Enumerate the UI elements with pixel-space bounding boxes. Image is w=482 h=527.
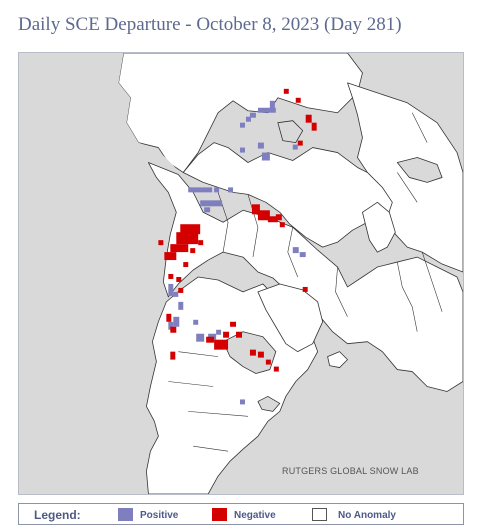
greenland-island xyxy=(257,283,324,353)
europe-land xyxy=(347,82,463,273)
legend-label-no-anomaly: No Anomaly xyxy=(338,510,396,521)
snow-departure-map xyxy=(18,52,464,495)
eurasia-land xyxy=(19,53,189,494)
north-america-land xyxy=(146,276,319,494)
scandinavia xyxy=(362,201,396,253)
mediterranean xyxy=(396,157,443,183)
legend-label-negative: Negative xyxy=(234,510,276,521)
inland-sea xyxy=(277,120,304,143)
negative-anomalies xyxy=(158,88,317,372)
credit-label: RUTGERS GLOBAL SNOW LAB xyxy=(282,466,419,476)
legend-label-positive: Positive xyxy=(140,510,179,521)
legend-swatch-no-anomaly xyxy=(312,508,327,521)
map-canvas xyxy=(19,53,463,494)
iceland xyxy=(327,351,348,368)
legend-title: Legend: xyxy=(34,508,81,522)
great-lakes xyxy=(257,396,281,412)
legend-swatch-negative xyxy=(212,508,227,521)
map-title: Daily SCE Departure - October 8, 2023 (D… xyxy=(18,14,402,35)
greenland-land xyxy=(118,53,363,173)
legend: Legend: Positive Negative No Anomaly xyxy=(18,503,464,525)
hudson-bay xyxy=(222,331,277,374)
legend-swatch-positive xyxy=(118,508,133,521)
